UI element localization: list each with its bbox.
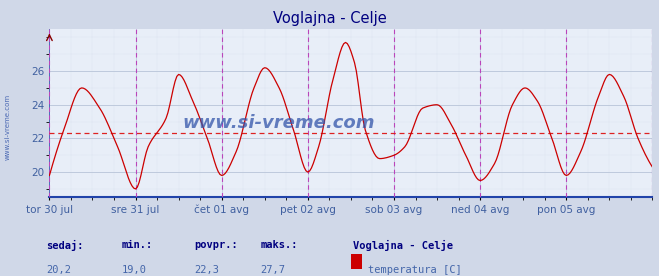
- Text: www.si-vreme.com: www.si-vreme.com: [183, 114, 375, 132]
- Text: www.si-vreme.com: www.si-vreme.com: [5, 94, 11, 160]
- Text: povpr.:: povpr.:: [194, 240, 238, 250]
- Text: Voglajna - Celje: Voglajna - Celje: [353, 240, 453, 251]
- Text: min.:: min.:: [122, 240, 153, 250]
- Text: sedaj:: sedaj:: [46, 240, 84, 251]
- Text: 19,0: 19,0: [122, 265, 147, 275]
- Text: temperatura [C]: temperatura [C]: [368, 265, 461, 275]
- Text: 20,2: 20,2: [46, 265, 71, 275]
- Text: Voglajna - Celje: Voglajna - Celje: [273, 11, 386, 26]
- Text: maks.:: maks.:: [260, 240, 298, 250]
- Text: 27,7: 27,7: [260, 265, 285, 275]
- Text: 22,3: 22,3: [194, 265, 219, 275]
